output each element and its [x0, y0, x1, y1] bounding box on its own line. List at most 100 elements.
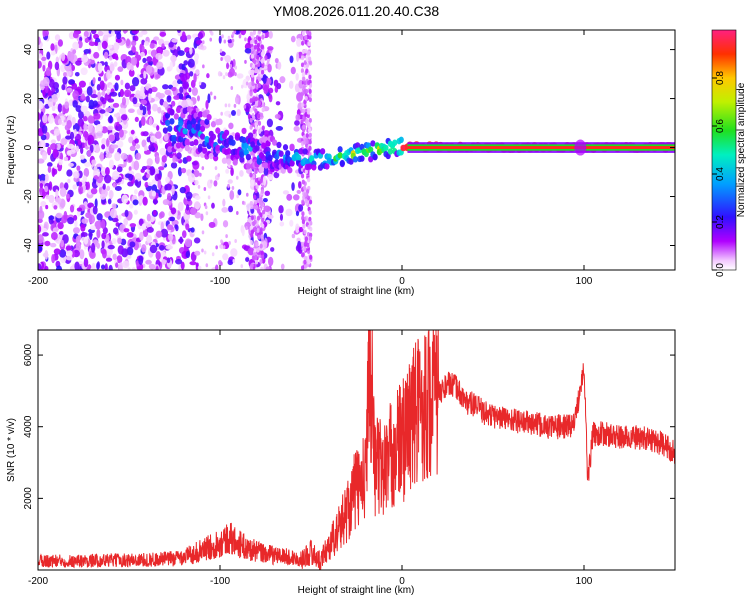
spectrogram-cell [240, 264, 244, 269]
spectrogram-cell [278, 150, 284, 157]
spectrogram-cell [352, 156, 359, 163]
spectrogram-cell [97, 76, 102, 82]
spectrogram-cell [259, 73, 263, 79]
spectrogram-cell [197, 184, 201, 189]
spectrogram-cell [75, 60, 82, 66]
spectrogram-cell [260, 189, 265, 195]
spectrogram-cell [305, 63, 310, 68]
spectrogram-cell [175, 258, 183, 265]
spectrogram-cell [58, 158, 63, 166]
spectrogram-cell [117, 237, 122, 245]
spectrogram-cell [112, 170, 120, 180]
spectrogram-cell [115, 262, 119, 268]
spectrogram-cell [222, 198, 226, 207]
spectrogram-x-tick-label: -200 [28, 276, 48, 287]
spectrogram-cell [112, 253, 117, 260]
spectrogram-cell [288, 80, 294, 89]
spectrogram-cell [110, 91, 118, 97]
spectrogram-cell [200, 42, 204, 47]
spectrogram-cell [202, 147, 208, 154]
spectrogram-cell [257, 100, 262, 106]
spectrogram-cell [130, 56, 138, 66]
spectrogram-cell [230, 139, 236, 146]
spectrogram-cell [228, 205, 234, 213]
spectrogram-cell [259, 259, 263, 264]
spectrogram-cell [166, 95, 172, 103]
spectrogram-cell [105, 247, 113, 256]
spectrogram-cell [50, 139, 57, 144]
spectrogram-cell [146, 234, 153, 244]
spectrogram-frame [37, 29, 676, 271]
spectrogram-cell [256, 113, 261, 119]
spectrogram-cell [307, 177, 311, 183]
spectrogram-cell [209, 91, 213, 96]
spectrogram-cell [91, 217, 96, 222]
spectrogram-cell [250, 204, 254, 210]
spectrogram-cell [242, 78, 249, 89]
spectrogram-cell [219, 72, 223, 77]
spectrogram-cell [301, 40, 305, 46]
snr-frame [37, 329, 676, 571]
spectrogram-cell [199, 119, 206, 127]
spectrogram-cell [42, 76, 50, 87]
spectrogram-cell [50, 50, 56, 56]
spectrogram-cell [275, 125, 284, 131]
spectrogram-cell [337, 146, 343, 153]
spectrogram-cell [101, 232, 107, 240]
spectrogram-cell [250, 39, 254, 45]
spectrogram-cell [171, 86, 177, 92]
spectrogram-cell [189, 47, 193, 55]
spectrogram-cell [208, 221, 216, 229]
spectrogram-cell [282, 144, 289, 151]
spectrogram-cell [108, 56, 113, 61]
spectrogram-cell [263, 205, 271, 212]
spectrogram-cell [211, 252, 215, 257]
spectrogram-cell [102, 227, 108, 235]
spectrogram-cell [51, 93, 59, 103]
spectrogram-cell [178, 119, 184, 127]
spectrogram-cell [295, 72, 299, 81]
spectrogram-cell [197, 111, 203, 118]
spectrogram-cell [291, 233, 296, 239]
spectrogram-cell [60, 215, 68, 224]
spectrogram-cell [173, 113, 179, 120]
spectrogram-cell [121, 96, 127, 106]
spectrogram-cell [194, 179, 199, 186]
spectrogram-cell [80, 223, 86, 232]
spectrogram-cell [107, 44, 113, 49]
spectrogram-cell [114, 82, 119, 91]
spectrogram-cell [197, 265, 202, 270]
spectrogram-cell [277, 61, 282, 70]
spectrogram-cell [80, 146, 84, 155]
spectrogram-cell [83, 236, 89, 245]
spectrogram-cell [231, 110, 236, 116]
spectrogram-cell [171, 219, 179, 226]
spectrogram-cell [247, 132, 254, 139]
spectrogram-cell [254, 145, 260, 152]
spectrogram-cell [72, 49, 77, 55]
spectrogram-cell [190, 227, 195, 233]
spectrogram-cell [81, 54, 89, 63]
spectrogram-cell [309, 220, 313, 226]
spectrogram-cell [296, 154, 302, 161]
spectrogram-cell [187, 58, 195, 68]
snr-series-line [38, 330, 675, 570]
spectrogram-cell [142, 196, 148, 206]
spectrogram-cell [295, 210, 300, 217]
spectrogram-cell [146, 136, 151, 143]
spectrogram-cell [186, 34, 192, 40]
spectrogram-cell [255, 205, 259, 210]
spectrogram-cell [149, 244, 158, 254]
spectrogram-cell [259, 178, 263, 184]
spectrogram-cell [207, 93, 211, 104]
spectrogram-cell [94, 144, 100, 154]
spectrogram-cell [38, 53, 43, 60]
spectrogram-cell [368, 155, 374, 163]
spectrogram-cell [119, 107, 127, 115]
spectrogram-cell [92, 100, 98, 107]
spectrogram-cell [157, 179, 162, 189]
spectrogram-cell [182, 107, 188, 115]
spectrogram-cell [260, 266, 264, 270]
spectrogram-cell [90, 225, 96, 231]
spectrogram-y-tick-label: 20 [23, 93, 34, 105]
